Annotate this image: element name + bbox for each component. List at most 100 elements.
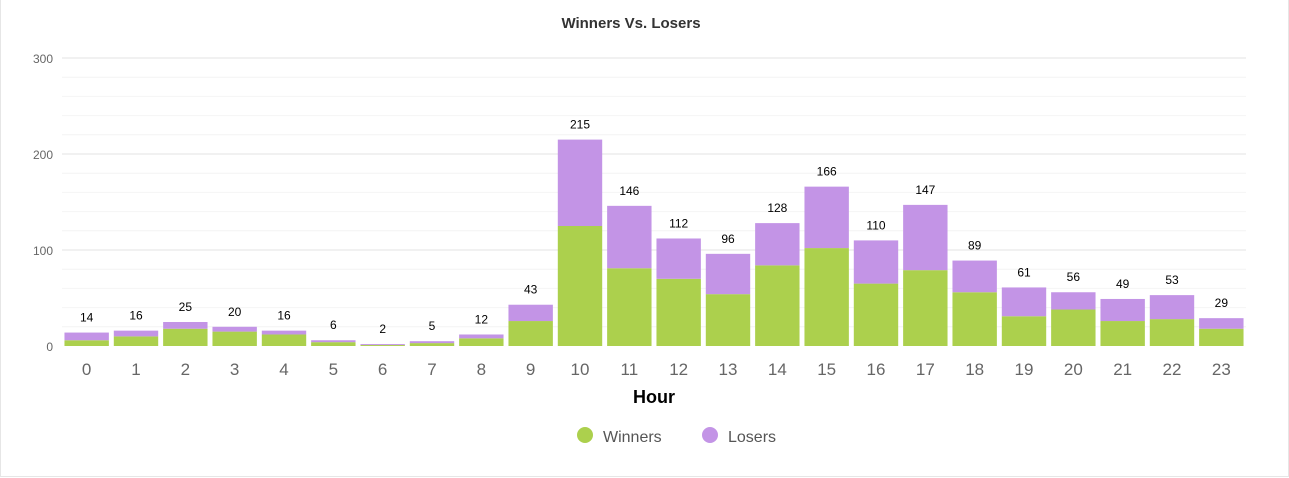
bar-losers (311, 340, 356, 343)
bar-winners (113, 336, 159, 346)
bar-losers (459, 334, 504, 339)
x-tick-label: 21 (1113, 360, 1132, 379)
data-label-total: 112 (669, 216, 688, 230)
data-label-total: 2 (379, 322, 386, 336)
data-label-total: 166 (817, 165, 837, 179)
data-label-total: 56 (1067, 270, 1081, 284)
y-tick-label: 100 (33, 244, 53, 258)
bar-winners (212, 331, 257, 346)
x-tick-label: 23 (1212, 360, 1231, 379)
x-tick-label: 17 (916, 360, 935, 379)
bar-winners (311, 342, 356, 346)
bar-losers (163, 322, 208, 329)
bar-winners (853, 283, 899, 346)
bar-winners (1051, 309, 1096, 346)
bar-winners (557, 226, 603, 346)
legend-item-losers[interactable]: Losers (702, 427, 776, 446)
x-tick-label: 1 (131, 360, 140, 379)
bar-losers (212, 326, 257, 332)
data-label-total: 20 (228, 305, 242, 319)
bar-winners (508, 321, 553, 346)
bar-losers (607, 205, 652, 269)
x-tick-label: 13 (719, 360, 738, 379)
data-label-total: 215 (570, 118, 590, 132)
y-tick-label: 300 (33, 52, 53, 66)
bar-losers (903, 204, 948, 271)
x-tick-label: 14 (768, 360, 787, 379)
bar-losers (360, 344, 405, 346)
bar-losers (853, 240, 899, 284)
x-tick-label: 20 (1064, 360, 1083, 379)
bar-winners (607, 268, 652, 346)
bar-losers (113, 330, 159, 337)
data-label-total: 5 (429, 319, 436, 333)
data-label-total: 128 (767, 201, 787, 215)
data-label-total: 43 (524, 283, 538, 297)
bar-winners (459, 338, 504, 346)
x-tick-label: 22 (1163, 360, 1182, 379)
bar-losers (705, 253, 751, 295)
x-tick-label: 0 (82, 360, 91, 379)
legend-marker (702, 427, 718, 443)
x-tick-label: 15 (817, 360, 836, 379)
data-label-total: 53 (1165, 273, 1179, 287)
data-label-total: 147 (915, 183, 935, 197)
bar-winners (360, 345, 405, 346)
bar-losers (1149, 295, 1195, 320)
bar-losers (1100, 298, 1145, 322)
bar-losers (656, 238, 701, 279)
data-label-total: 12 (475, 312, 489, 326)
data-label-total: 49 (1116, 277, 1130, 291)
legend-item-winners[interactable]: Winners (577, 427, 662, 446)
chart-title: Winners Vs. Losers (561, 15, 700, 32)
legend-label: Winners (603, 429, 662, 446)
x-tick-label: 2 (181, 360, 190, 379)
data-label-total: 29 (1215, 296, 1229, 310)
bar-winners (163, 328, 208, 346)
bar-losers (508, 304, 553, 322)
bar-losers (557, 139, 603, 226)
x-axis-label: Hour (633, 387, 675, 407)
x-tick-label: 19 (1015, 360, 1034, 379)
x-tick-label: 6 (378, 360, 387, 379)
x-tick-label: 16 (867, 360, 886, 379)
data-label-total: 16 (129, 309, 143, 323)
y-tick-label: 200 (33, 148, 53, 162)
x-axis-ticks: 0 1 2 3 4 5 6 7 8 9 10 11 12 13 14 15 16 17 18 19 20 21 22 23 (82, 360, 1231, 379)
x-tick-label: 4 (279, 360, 288, 379)
data-label-total: 96 (721, 232, 735, 246)
x-tick-label: 18 (965, 360, 984, 379)
bar-winners (1149, 319, 1195, 346)
data-label-total: 6 (330, 318, 337, 332)
bars (64, 139, 1244, 346)
x-tick-label: 5 (329, 360, 338, 379)
bar-winners (1199, 328, 1244, 346)
x-tick-label: 8 (477, 360, 486, 379)
bar-losers (409, 341, 455, 344)
bar-winners (903, 270, 948, 346)
bar-losers (1001, 287, 1047, 317)
y-axis-ticks: 0 100 200 300 (33, 52, 53, 354)
bar-winners (1100, 321, 1145, 346)
bar-losers (261, 330, 307, 335)
y-tick-label: 0 (46, 340, 53, 354)
bar-winners (261, 334, 307, 346)
x-tick-label: 10 (571, 360, 590, 379)
bar-winners (656, 278, 701, 346)
data-label-total: 146 (619, 184, 639, 198)
bar-winners (64, 340, 109, 346)
x-tick-label: 12 (669, 360, 688, 379)
data-label-total: 16 (277, 309, 291, 323)
x-tick-label: 7 (427, 360, 436, 379)
bar-losers (64, 332, 109, 341)
data-label-total: 25 (179, 300, 193, 314)
x-tick-label: 3 (230, 360, 239, 379)
bar-winners (755, 265, 800, 346)
data-label-total: 110 (866, 218, 885, 232)
bar-winners (409, 343, 455, 346)
x-tick-label: 11 (621, 360, 639, 379)
bar-losers (755, 223, 800, 266)
data-label-total: 89 (968, 239, 982, 253)
